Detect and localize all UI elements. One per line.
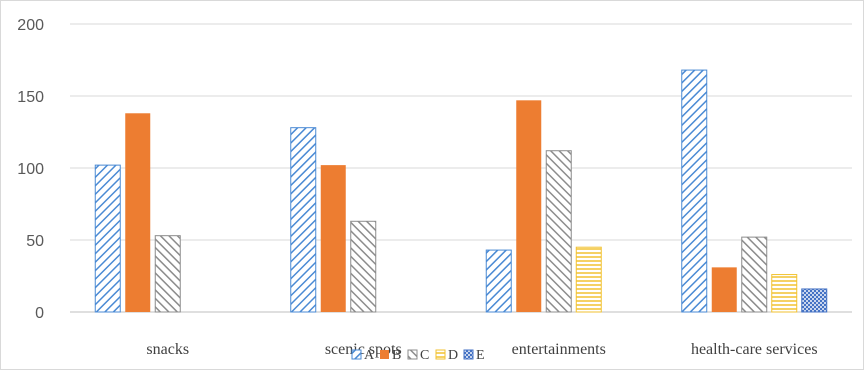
bar-B-entertainments: [516, 100, 542, 312]
bar-C-scenic-spots: [350, 220, 377, 313]
legend-label-A: A: [364, 348, 375, 363]
bar-D-health-care-services: [771, 274, 798, 313]
legend-label-B: B: [392, 348, 401, 363]
bar-A-entertainments: [485, 249, 512, 313]
y-tick-label: 100: [17, 161, 44, 178]
y-tick-label: 150: [17, 89, 44, 106]
bar-C-snacks: [154, 235, 181, 313]
bars: [94, 69, 828, 313]
legend-label-D: D: [448, 348, 458, 363]
legend-swatch-A: [351, 349, 362, 360]
legend-swatch-E: [463, 349, 474, 360]
legend-label-E: E: [476, 348, 485, 363]
bar-A-health-care-services: [681, 69, 708, 313]
legend: A B C D E: [351, 348, 485, 363]
bar-C-health-care-services: [741, 236, 768, 313]
legend-swatch-B: [380, 350, 389, 359]
x-category-label: snacks: [146, 341, 189, 358]
y-tick-label: 0: [35, 305, 44, 322]
legend-swatch-C: [407, 349, 418, 360]
bar-C-entertainments: [545, 150, 572, 313]
bar-E-health-care-services: [801, 288, 828, 313]
bar-B-scenic-spots: [320, 165, 346, 312]
bar-D-entertainments: [575, 246, 602, 313]
x-category-label: health-care services: [691, 341, 818, 358]
x-category-label: entertainments: [512, 341, 606, 358]
bar-A-snacks: [94, 164, 121, 313]
y-axis-ticks: 0 50 100 150 200: [17, 17, 44, 322]
y-tick-label: 50: [26, 233, 44, 250]
y-tick-label: 200: [17, 17, 44, 34]
bar-B-snacks: [125, 113, 151, 312]
legend-swatch-D: [435, 349, 446, 360]
bar-A-scenic-spots: [290, 127, 317, 313]
bar-B-health-care-services: [711, 267, 737, 312]
legend-label-C: C: [420, 348, 429, 363]
